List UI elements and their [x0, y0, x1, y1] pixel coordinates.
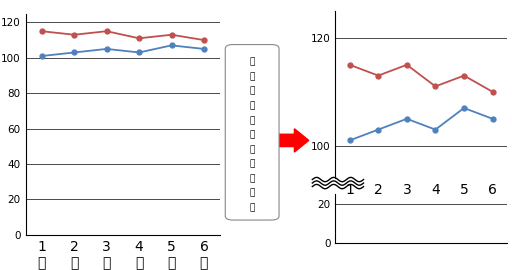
Text: う: う [249, 160, 255, 169]
Text: と: と [249, 58, 255, 67]
Text: ち: ち [249, 72, 255, 81]
Text: ょ: ょ [249, 145, 255, 154]
Text: し: し [249, 130, 255, 140]
Text: う: う [249, 101, 255, 110]
Text: ゃ: ゃ [249, 189, 255, 198]
FancyArrow shape [274, 129, 309, 152]
Text: を: を [249, 116, 255, 125]
Text: り: り [249, 174, 255, 183]
Text: く: く [249, 203, 255, 212]
Text: ゅ: ゅ [249, 87, 255, 96]
